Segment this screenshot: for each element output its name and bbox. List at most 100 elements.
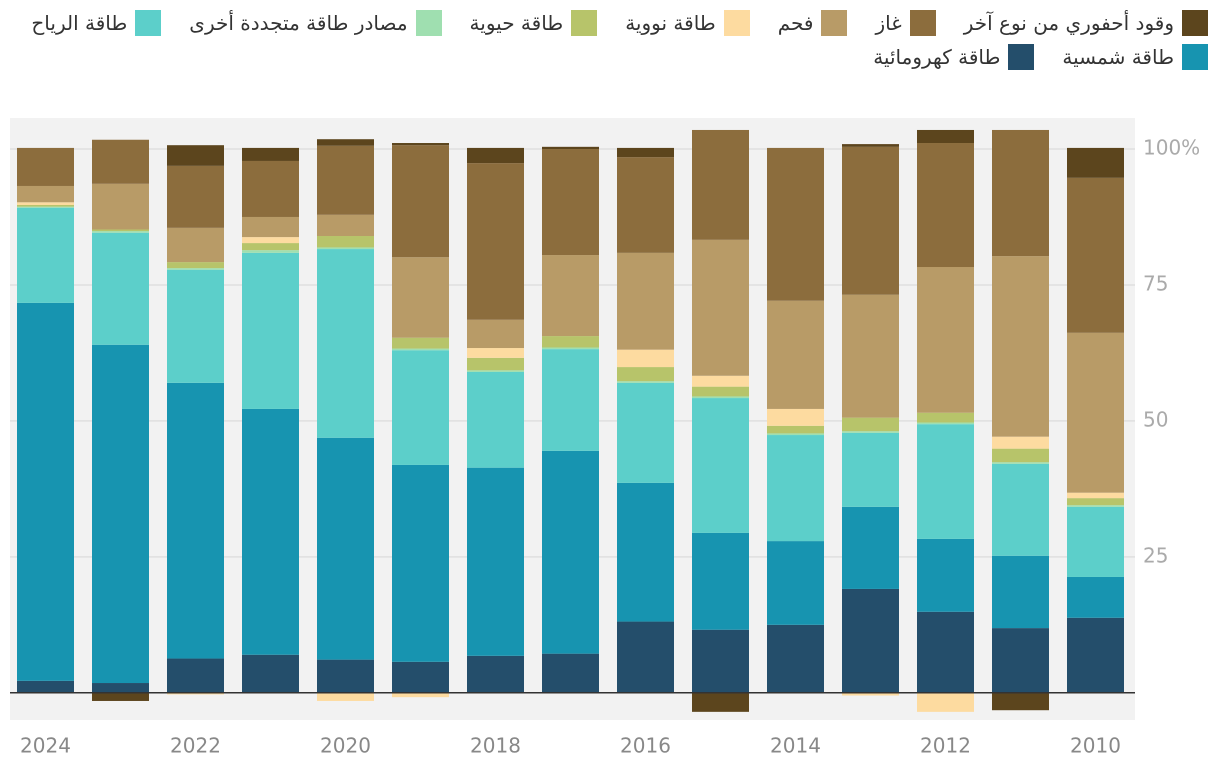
bar-segment (992, 555, 1049, 629)
bar-segment (317, 139, 374, 146)
bar-segment (842, 432, 899, 507)
legend-label: طاقة شمسية (1062, 45, 1174, 69)
bar-segment (242, 147, 299, 161)
bar-segment (842, 146, 899, 295)
bar-segment (167, 262, 224, 269)
bar-segment (242, 250, 299, 253)
bar-segment (392, 350, 449, 465)
bar-segment (167, 269, 224, 383)
bar-segment (242, 654, 299, 693)
legend-swatch (1182, 44, 1208, 70)
bar-segment (992, 129, 1049, 257)
bar-segment (92, 344, 149, 684)
bar-segment (92, 229, 149, 232)
bar-segment (17, 147, 74, 186)
bar-segment (167, 268, 224, 270)
bar-segment (767, 433, 824, 436)
legend-label: طاقة حيوية (469, 11, 564, 35)
bar-segment (917, 611, 974, 693)
bar-segment (842, 417, 899, 432)
bar-segment (167, 658, 224, 693)
bar-segment (767, 435, 824, 542)
bar-segment (467, 319, 524, 349)
bar-segment (917, 412, 974, 423)
bar-segment (692, 375, 749, 387)
bar-segment (917, 143, 974, 268)
legend-label: طاقة نووية (625, 11, 716, 35)
legend-item: طاقة كهرومائية (873, 44, 1035, 70)
bar-segment (467, 467, 524, 656)
bar-segment (692, 692, 749, 712)
bar-segment (542, 347, 599, 350)
y-tick-label: 100% (1143, 135, 1200, 159)
x-tick-label: 2016 (620, 734, 671, 758)
bar-segment (917, 538, 974, 612)
legend-label: مصادر طاقة متجددة أخرى (189, 11, 408, 35)
bar-segment (917, 422, 974, 425)
legend-item: وقود أحفوري من نوع آخر (964, 10, 1208, 36)
bar-segment (167, 165, 224, 228)
bar-segment (1067, 498, 1124, 506)
bar-segment (617, 382, 674, 483)
bar-segment (842, 431, 899, 433)
bar-segment (467, 147, 524, 164)
bar-segment (617, 381, 674, 383)
legend-label: وقود أحفوري من نوع آخر (963, 11, 1174, 35)
legend-swatch (135, 10, 162, 36)
bar-segment (242, 216, 299, 238)
bar-segment (692, 532, 749, 630)
bar-segment (242, 160, 299, 217)
bar-segment (992, 448, 1049, 463)
bar-segment (617, 157, 674, 253)
legend-item: مصادر طاقة متجددة أخرى (189, 10, 442, 36)
bar-segment (467, 370, 524, 372)
bar-segment (317, 145, 374, 215)
bar-segment (92, 231, 149, 233)
legend-label: طاقة الرياح (31, 11, 128, 35)
y-tick-label: 50 (1143, 407, 1168, 431)
bar-segment (692, 239, 749, 376)
legend-item: غاز (875, 10, 936, 36)
bar-segment (542, 146, 599, 149)
bar-segment (542, 450, 599, 654)
legend-label: غاز (875, 11, 902, 35)
bar-segment (317, 214, 374, 237)
bar-segment (92, 692, 149, 701)
bar-segment (167, 145, 224, 166)
bar-segment (392, 143, 449, 146)
bar-segment (17, 680, 74, 693)
bar-segment (992, 436, 1049, 449)
bar-segment (1067, 492, 1124, 499)
bar-segment (392, 348, 449, 351)
bar-segment (767, 147, 824, 301)
bar-segment (17, 205, 74, 207)
bar-segment (992, 462, 1049, 464)
legend-item: فحم (778, 10, 848, 36)
bar-segment (1067, 332, 1124, 493)
legend-item: طاقة حيوية (470, 10, 598, 36)
x-tick-label: 2014 (770, 734, 821, 758)
bar-segment (167, 692, 224, 695)
bar-segment (992, 628, 1049, 693)
bar-segment (692, 629, 749, 693)
bar-segment (392, 145, 449, 258)
bar-segment (617, 147, 674, 158)
bar-segment (17, 202, 74, 206)
bar-segment (17, 302, 74, 681)
bar-segment (767, 300, 824, 409)
bar-segment (842, 144, 899, 147)
bar-segment (992, 692, 1049, 711)
legend: وقود أحفوري من نوع آخر غاز فحم طاقة نووية طا… (8, 10, 1208, 70)
bar-segment (1067, 506, 1124, 577)
bar-segment (917, 424, 974, 539)
legend-swatch (415, 10, 442, 36)
bar-segment (467, 655, 524, 693)
bar-segment (317, 437, 374, 660)
bar-segment (467, 348, 524, 358)
bar-segment (17, 207, 74, 303)
bar-segment (842, 692, 899, 696)
legend-swatch (571, 10, 598, 36)
bar-segment (17, 185, 74, 203)
bar-segment (467, 357, 524, 371)
